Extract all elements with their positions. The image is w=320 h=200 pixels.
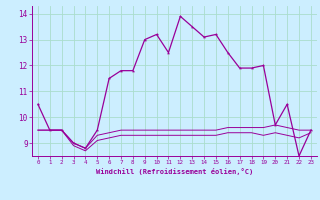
X-axis label: Windchill (Refroidissement éolien,°C): Windchill (Refroidissement éolien,°C)	[96, 168, 253, 175]
